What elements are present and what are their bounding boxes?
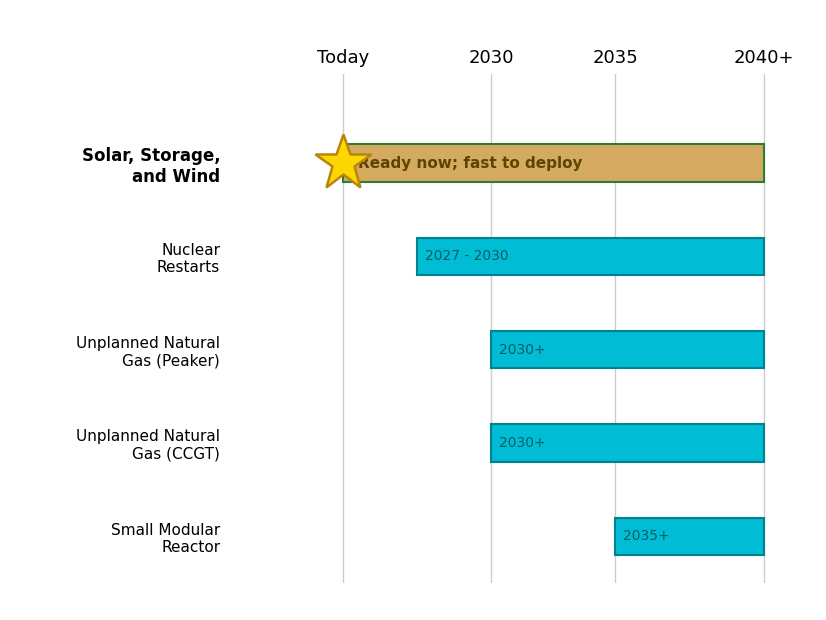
Bar [491,331,764,368]
Bar [417,237,764,275]
Text: 2035+: 2035+ [623,529,669,543]
Bar [343,144,764,182]
Text: 2030+: 2030+ [499,436,545,450]
Text: Ready now; fast to deploy: Ready now; fast to deploy [358,156,582,171]
Bar [491,424,764,461]
Text: 2030+: 2030+ [499,343,545,356]
Bar [615,518,764,555]
Text: 2027 - 2030: 2027 - 2030 [425,249,508,264]
